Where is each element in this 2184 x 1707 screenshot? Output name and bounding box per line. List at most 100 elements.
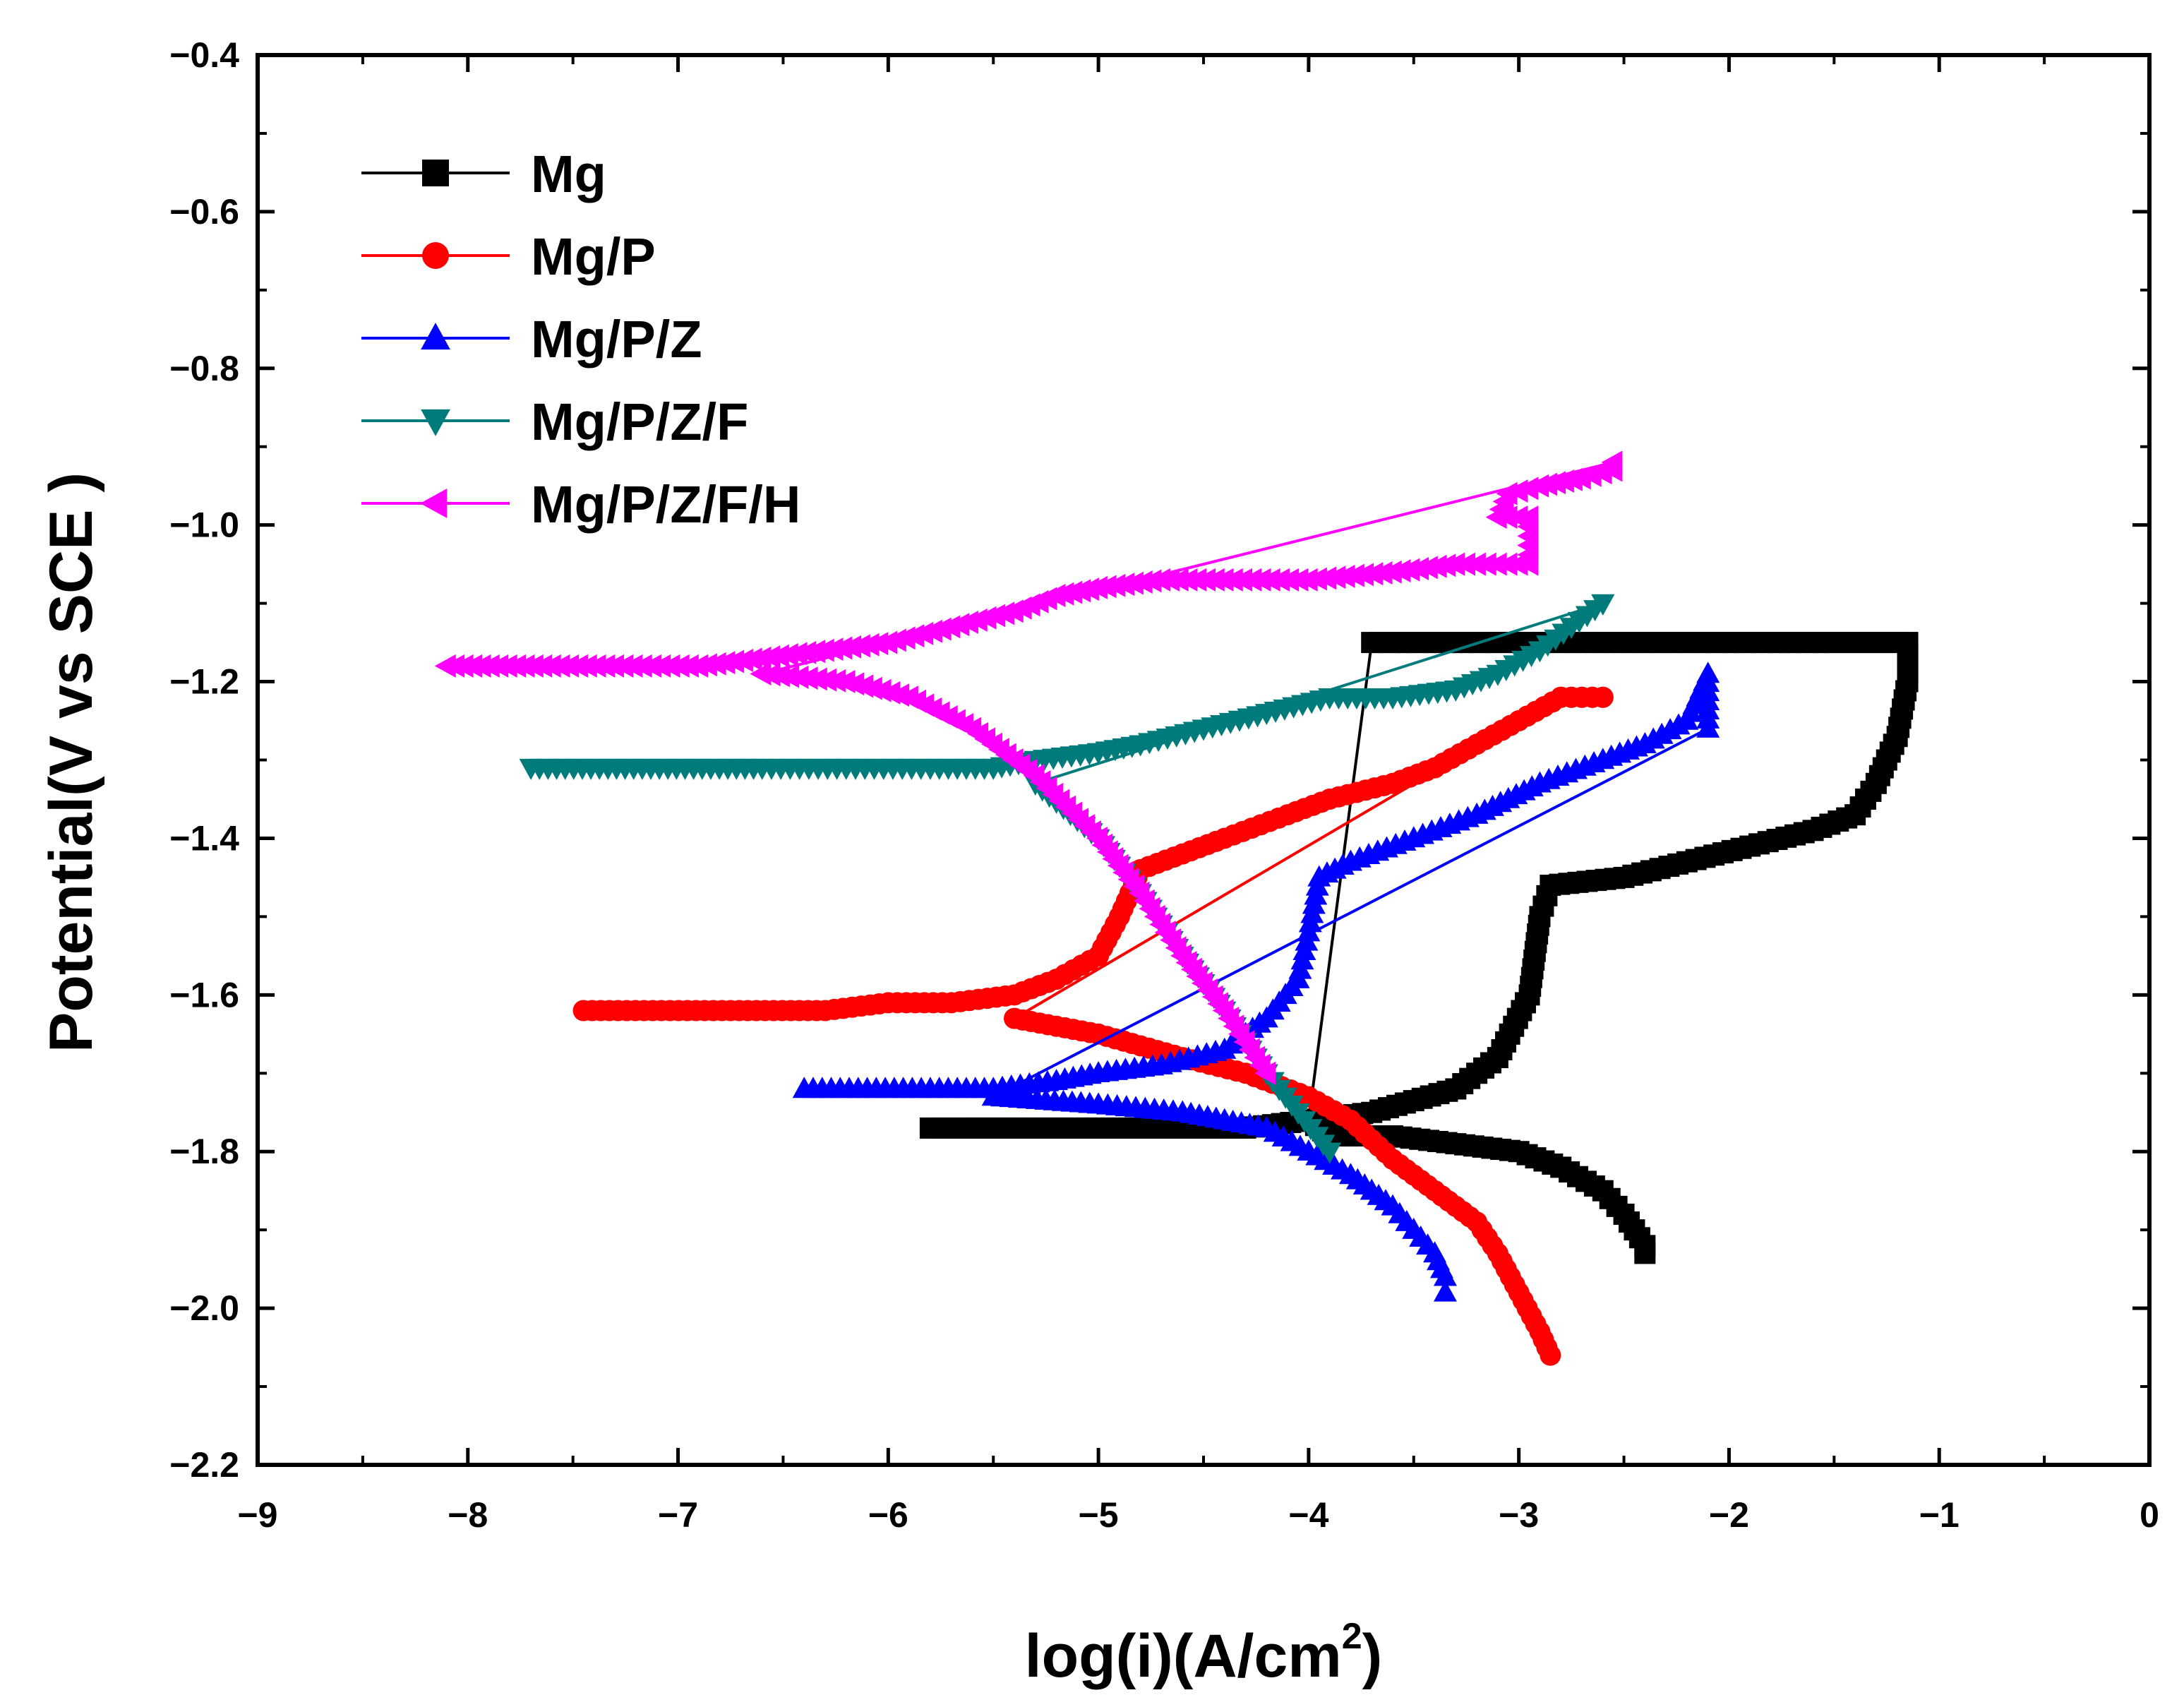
data-point-fill xyxy=(1078,1091,1102,1113)
data-point-fill xyxy=(1506,479,1528,503)
data-point-fill xyxy=(1036,587,1057,611)
x-axis-title-sup: 2 xyxy=(1342,1616,1362,1657)
data-point-fill xyxy=(1834,632,1856,654)
data-point-fill xyxy=(1416,1233,1440,1255)
data-point-fill xyxy=(1120,736,1144,758)
data-point-fill xyxy=(1696,707,1720,729)
data-point-fill xyxy=(909,758,933,780)
data-point-fill xyxy=(995,985,1016,1007)
data-point-fill xyxy=(1225,1060,1247,1082)
data-point-fill xyxy=(731,648,753,672)
legend-label: Mg/P/Z/F/H xyxy=(531,475,800,534)
data-point-fill xyxy=(1408,556,1429,580)
data-point-fill xyxy=(1095,575,1117,599)
x-tick-label: 0 xyxy=(2140,1495,2159,1535)
data-point-fill xyxy=(1477,668,1501,690)
data-point-fill xyxy=(1122,874,1144,898)
data-point-fill xyxy=(695,653,717,677)
data-point-fill xyxy=(1492,489,1514,513)
data-point-fill xyxy=(824,669,846,693)
data-point-fill xyxy=(1542,691,1564,713)
data-point-fill xyxy=(848,634,870,658)
data-point-fill xyxy=(1552,623,1576,645)
data-point-fill xyxy=(786,642,808,666)
data-point-fill xyxy=(972,1077,996,1098)
data-point-fill xyxy=(1389,559,1411,583)
data-point-fill xyxy=(767,644,789,668)
data-point-fill xyxy=(787,665,809,689)
data-point-fill xyxy=(1331,1105,1353,1127)
data-point-fill xyxy=(531,654,553,678)
data-point-fill xyxy=(1580,463,1602,487)
y-tick-label: −1.0 xyxy=(169,505,239,545)
data-point-fill xyxy=(1061,580,1083,604)
x-tick-label: −4 xyxy=(1288,1495,1328,1535)
data-point-fill xyxy=(951,1117,973,1139)
data-point-fill xyxy=(1706,632,1728,654)
data-point-fill xyxy=(1667,713,1691,735)
data-point-fill xyxy=(1280,974,1304,996)
y-tick-label: −0.4 xyxy=(169,35,239,75)
data-point-fill xyxy=(1052,582,1074,606)
data-point-fill xyxy=(1667,853,1689,875)
data-point-fill xyxy=(1362,562,1384,586)
data-point-fill xyxy=(1104,573,1126,597)
data-point-fill xyxy=(1369,632,1391,654)
data-point-fill xyxy=(1520,775,1544,797)
data-point-fill xyxy=(1324,565,1346,589)
y-tick-label: −1.6 xyxy=(169,975,239,1014)
data-point xyxy=(750,661,772,685)
data-point-fill xyxy=(1561,467,1583,491)
data-point-fill xyxy=(1372,688,1396,709)
data-point-fill xyxy=(1624,735,1648,757)
series-mg xyxy=(919,632,1919,1264)
data-point-fill xyxy=(1315,566,1337,590)
y-tick-label: −2.0 xyxy=(169,1288,239,1328)
data-point-fill xyxy=(1865,632,1887,654)
x-axis-title-end: ) xyxy=(1362,1622,1383,1690)
legend-entry: Mg xyxy=(361,145,606,203)
data-point-fill xyxy=(1104,914,1126,935)
x-tick-label: −3 xyxy=(1499,1495,1539,1535)
data-point-fill xyxy=(1343,563,1364,587)
data-point-fill xyxy=(1622,632,1644,654)
legend-entry: Mg/P/Z xyxy=(361,310,702,369)
data-point-fill xyxy=(1604,868,1626,890)
series-layer xyxy=(434,450,1919,1366)
x-tick-label: −7 xyxy=(658,1495,698,1535)
data-point-fill xyxy=(1895,680,1917,702)
data-point-fill xyxy=(1730,837,1752,859)
data-point-fill xyxy=(1331,1158,1355,1180)
data-point-fill xyxy=(1536,472,1558,496)
data-point-fill xyxy=(972,758,996,780)
data-point-fill xyxy=(759,645,781,669)
data-point-fill xyxy=(759,663,781,687)
y-tick-label: −2.2 xyxy=(169,1445,239,1485)
x-tick-label: −2 xyxy=(1709,1495,1749,1535)
series-mg-p-z-f-h xyxy=(434,450,1623,1085)
data-point-fill xyxy=(1163,846,1185,868)
data-point-fill xyxy=(952,713,974,737)
data-point-fill xyxy=(742,758,766,780)
data-point-fill xyxy=(1333,564,1355,588)
data-point-fill xyxy=(1310,791,1332,813)
data-point-fill xyxy=(776,643,798,667)
data-point-fill xyxy=(805,667,827,691)
data-point-fill xyxy=(1280,1095,1304,1117)
legend-marker xyxy=(422,160,449,186)
data-point-fill xyxy=(1436,1132,1458,1154)
data-point-fill xyxy=(1520,646,1544,668)
x-axis-title: log(i)(A/cm2) xyxy=(1025,1616,1383,1690)
data-point-fill xyxy=(867,632,889,656)
tick-labels: −9 −8 −7 −6 −5 −4 −3 −2 −1 0 −0.4 −0.6 −0.8 −1.0 −1.2 −… xyxy=(169,35,2159,1535)
data-point-fill xyxy=(1375,1142,1397,1164)
data-point-fill xyxy=(1205,830,1227,852)
data-point-fill xyxy=(1131,570,1153,594)
data-point-fill xyxy=(1165,936,1187,960)
data-point-fill xyxy=(1113,573,1135,597)
legend-entry: Mg/P/Z/F/H xyxy=(361,475,800,534)
data-point-fill xyxy=(1373,774,1395,796)
data-point-fill xyxy=(1482,1235,1504,1257)
data-point-fill xyxy=(723,649,745,673)
data-point-fill xyxy=(1561,686,1583,708)
